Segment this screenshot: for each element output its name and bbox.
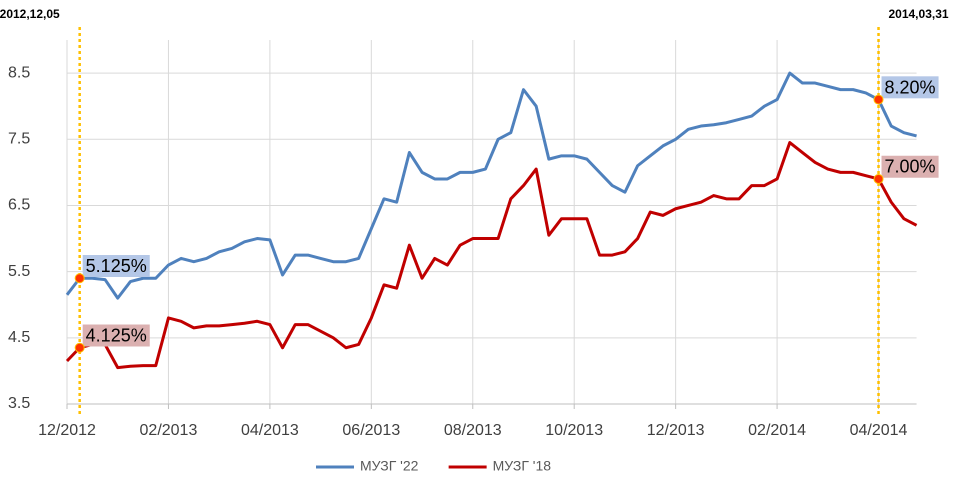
legend-label: МУЗГ '18 <box>493 458 552 474</box>
x-tick-label: 04/2014 <box>850 422 908 439</box>
y-tick-label: 8.5 <box>8 64 30 81</box>
legend-label: МУЗГ '22 <box>360 458 419 474</box>
annotation-label: 4.125% <box>86 325 147 345</box>
annotation-label-bg <box>881 155 939 178</box>
series-line <box>65 141 918 370</box>
y-tick-label: 7.5 <box>8 130 30 147</box>
annotation-point <box>873 94 884 105</box>
annotation-label: 7.00% <box>885 157 936 177</box>
x-tick-label: 12/2013 <box>647 422 705 439</box>
annotation-date: 2014,03,31 <box>888 7 948 21</box>
x-tick-label: 02/2013 <box>140 422 198 439</box>
annotation-point <box>74 273 85 284</box>
x-tick-label: 10/2013 <box>545 422 603 439</box>
annotation-date: 2012,12,05 <box>0 7 60 21</box>
y-tick-label: 5.5 <box>8 263 30 280</box>
x-tick-label: 08/2013 <box>444 422 502 439</box>
y-tick-label: 4.5 <box>8 329 30 346</box>
annotation-label-bg <box>82 255 150 278</box>
annotation-label-bg <box>82 324 150 347</box>
y-tick-label: 6.5 <box>8 197 30 214</box>
annotation-label: 8.20% <box>885 77 936 97</box>
annotation-label-bg <box>881 76 939 99</box>
annotation-point <box>74 342 85 353</box>
series-line <box>65 71 917 300</box>
x-tick-label: 04/2013 <box>241 422 299 439</box>
x-tick-label: 06/2013 <box>342 422 400 439</box>
annotation-point <box>873 173 884 184</box>
y-tick-label: 3.5 <box>8 395 30 412</box>
x-tick-label: 12/2012 <box>38 422 96 439</box>
annotation-label: 5.125% <box>86 256 147 276</box>
x-tick-label: 02/2014 <box>748 422 806 439</box>
